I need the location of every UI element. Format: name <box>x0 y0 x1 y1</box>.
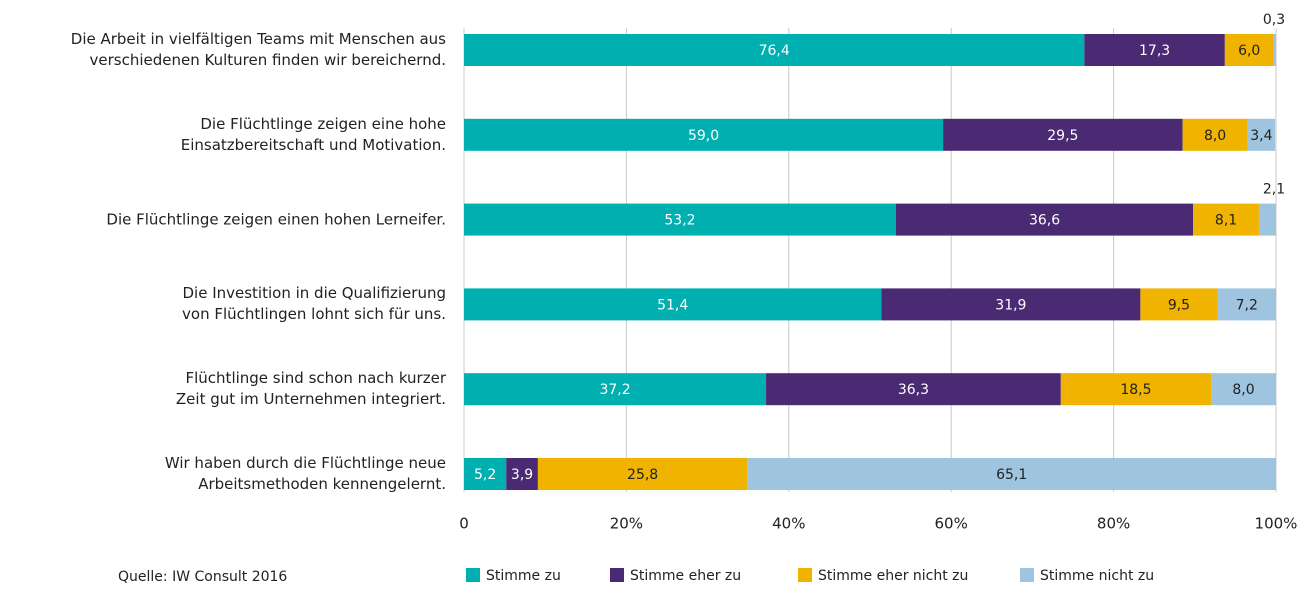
legend-swatch <box>610 568 624 582</box>
data-label: 37,2 <box>599 382 630 398</box>
data-label: 7,2 <box>1236 297 1258 313</box>
data-label: 65,1 <box>996 467 1027 483</box>
bar-segment <box>1084 34 1225 66</box>
legend-label: Stimme zu <box>486 568 561 584</box>
data-label: 76,4 <box>759 43 790 59</box>
data-label: 53,2 <box>664 213 695 229</box>
legend-label: Stimme eher zu <box>630 568 741 584</box>
x-tick-label: 100% <box>1255 515 1298 533</box>
bar-segment <box>464 373 767 406</box>
legend-label: Stimme nicht zu <box>1040 568 1154 584</box>
bar-segment <box>464 34 1085 66</box>
category-label: Die Investition in die Qualifizierung vo… <box>182 284 446 324</box>
data-label: 31,9 <box>995 297 1026 313</box>
bar-segment <box>464 118 944 151</box>
data-label: 59,0 <box>688 128 719 144</box>
category-label: Wir haben durch die Flüchtlinge neue Arb… <box>164 454 446 493</box>
bar-segment <box>1182 118 1248 151</box>
bar-segment <box>1273 34 1276 66</box>
data-label: 0,3 <box>1263 12 1285 28</box>
data-label: 2,1 <box>1263 182 1285 198</box>
bar-segment <box>1193 203 1259 236</box>
bar-segment <box>537 458 748 490</box>
data-label: 25,8 <box>627 467 658 483</box>
bar-segment <box>1224 34 1274 66</box>
bar-segment <box>1140 288 1218 321</box>
data-label: 36,6 <box>1029 213 1060 229</box>
data-label: 51,4 <box>657 297 688 313</box>
bar-segment <box>895 203 1194 236</box>
category-label: Die Flüchtlinge zeigen einen hohen Lerne… <box>106 210 446 229</box>
data-label: 8,0 <box>1204 128 1226 144</box>
bar-segment <box>506 458 538 490</box>
source: Quelle: IW Consult 2016 <box>118 569 287 585</box>
legend-swatch <box>798 568 812 582</box>
data-label: 5,2 <box>474 467 496 483</box>
x-tick-label: 60% <box>935 515 968 533</box>
bar-segment <box>881 288 1141 321</box>
bar-segment <box>943 118 1183 151</box>
data-label: 8,0 <box>1232 382 1254 398</box>
x-tick-label: 0 <box>459 515 469 533</box>
category-label: Die Flüchtlinge zeigen eine hohe Einsatz… <box>180 114 446 154</box>
bar-segment <box>1217 288 1276 321</box>
category-label: Die Arbeit in vielfältigen Teams mit Men… <box>70 30 446 69</box>
legend-swatch <box>466 568 480 582</box>
data-label: 8,1 <box>1215 213 1237 229</box>
bar-segment <box>464 458 507 490</box>
bar-segment <box>1060 373 1212 406</box>
bar-segment <box>1258 203 1276 236</box>
bar-segment <box>747 458 1276 490</box>
data-label: 9,5 <box>1168 297 1190 313</box>
legend-label: Stimme eher nicht zu <box>818 568 968 584</box>
x-tick-label: 40% <box>772 515 805 533</box>
legend-swatch <box>1020 568 1034 582</box>
bar-segment <box>464 288 882 321</box>
data-label: 36,3 <box>898 382 929 398</box>
category-label: Flüchtlinge sind schon nach kurzer Zeit … <box>175 369 446 409</box>
data-label: 3,4 <box>1250 128 1272 144</box>
bar-segment <box>766 373 1061 406</box>
data-label: 3,9 <box>511 467 533 483</box>
x-tick-label: 20% <box>610 515 643 533</box>
data-label: 18,5 <box>1120 382 1151 398</box>
bar-segment <box>464 203 896 236</box>
x-tick-label: 80% <box>1097 515 1130 533</box>
data-label: 17,3 <box>1139 43 1170 59</box>
data-label: 6,0 <box>1238 43 1260 59</box>
data-label: 29,5 <box>1047 128 1078 144</box>
bar-segment <box>1247 118 1276 151</box>
bar-segment <box>1211 373 1276 406</box>
